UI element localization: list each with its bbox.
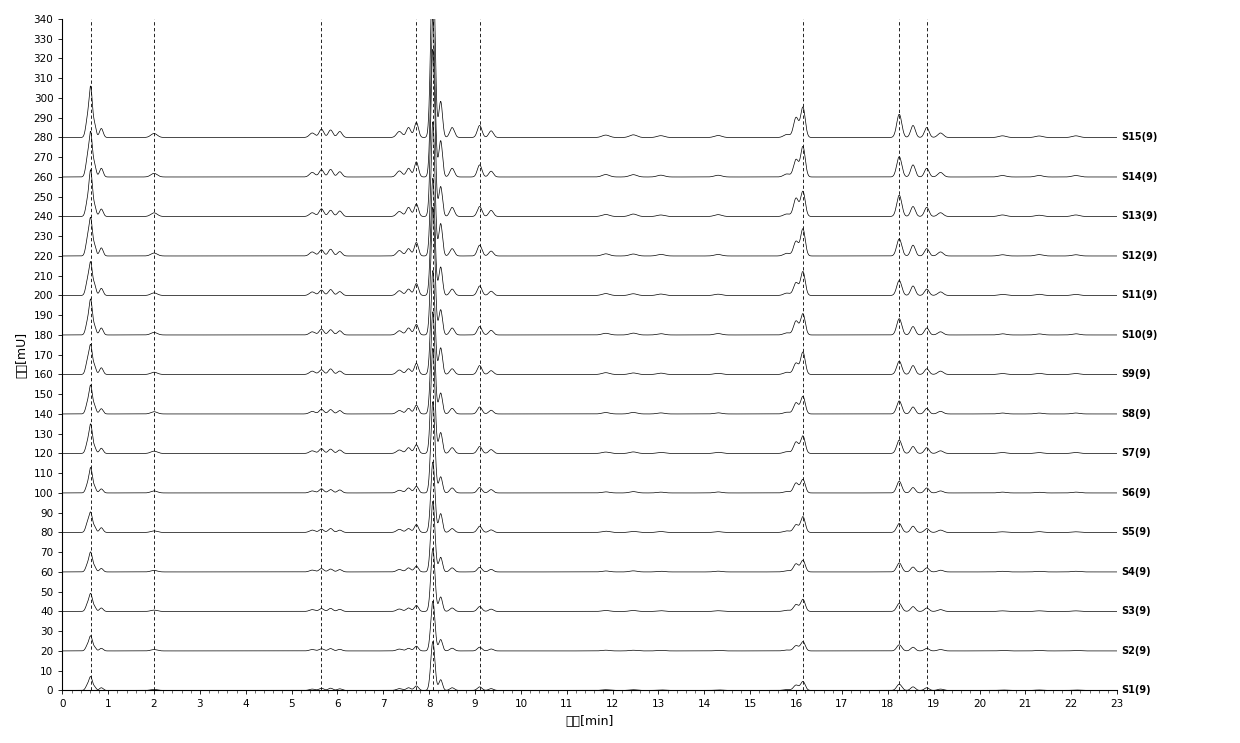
Text: S7(9): S7(9): [1121, 449, 1151, 458]
Text: S10(9): S10(9): [1121, 330, 1157, 340]
Text: S15(9): S15(9): [1121, 132, 1157, 143]
Text: S3(9): S3(9): [1121, 606, 1151, 617]
X-axis label: 时间[min]: 时间[min]: [565, 715, 614, 728]
Text: S12(9): S12(9): [1121, 251, 1157, 261]
Text: S6(9): S6(9): [1121, 488, 1151, 498]
Text: S14(9): S14(9): [1121, 172, 1157, 182]
Text: S2(9): S2(9): [1121, 646, 1151, 656]
Text: S4(9): S4(9): [1121, 567, 1151, 577]
Text: S5(9): S5(9): [1121, 528, 1151, 537]
Text: S11(9): S11(9): [1121, 291, 1157, 300]
Text: S1(9): S1(9): [1121, 685, 1151, 695]
Text: S13(9): S13(9): [1121, 212, 1157, 221]
Text: S9(9): S9(9): [1121, 369, 1151, 380]
Y-axis label: 信号[mU]: 信号[mU]: [15, 331, 29, 377]
Text: S8(9): S8(9): [1121, 409, 1151, 419]
